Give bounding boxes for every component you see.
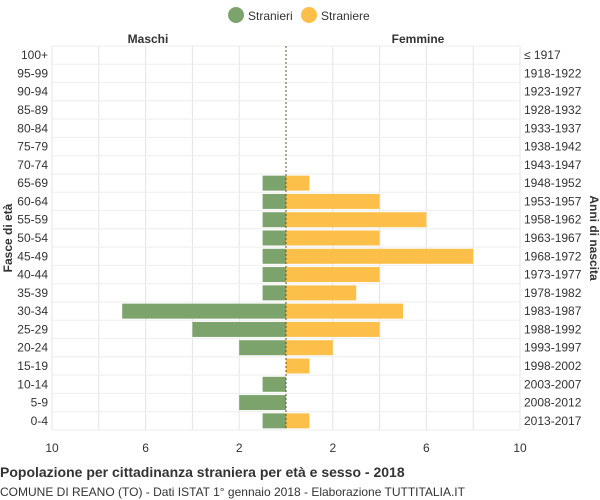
chart-subtitle: COMUNE DI REANO (TO) - Dati ISTAT 1° gen… [0, 485, 465, 499]
bar-stranieri-50-54 [262, 230, 286, 246]
age-group-label: 0-4 [31, 414, 49, 428]
bar-straniere-40-44 [286, 267, 380, 283]
bar-stranieri-10-14 [262, 376, 286, 392]
bar-straniere-55-59 [286, 212, 427, 228]
age-group-label: 80-84 [17, 121, 48, 135]
bar-straniere-25-29 [286, 321, 380, 337]
y-axis-title-left: Fasce di età [1, 203, 15, 272]
birth-year-label: 1993-1997 [524, 341, 582, 355]
legend-straniere-label: Straniere [321, 9, 370, 23]
birth-year-label: 1983-1987 [524, 304, 582, 318]
birth-year-label: 1953-1957 [524, 194, 582, 208]
bar-stranieri-65-69 [262, 175, 286, 191]
birth-year-label: 1943-1947 [524, 158, 582, 172]
bar-stranieri-5-9 [239, 395, 286, 411]
birth-year-label: 1933-1937 [524, 121, 582, 135]
age-group-label: 10-14 [17, 377, 48, 391]
age-group-label: 70-74 [17, 158, 48, 172]
bar-stranieri-40-44 [262, 267, 286, 283]
birth-year-label: 1918-1922 [524, 66, 582, 80]
bar-stranieri-25-29 [192, 321, 286, 337]
age-group-label: 45-49 [17, 249, 48, 263]
bar-stranieri-35-39 [262, 285, 286, 301]
age-group-label: 85-89 [17, 103, 48, 117]
age-group-label: 50-54 [17, 231, 48, 245]
legend-stranieri-label: Stranieri [248, 9, 293, 23]
legend-stranieri-marker [228, 7, 244, 23]
x-tick-label: 2 [236, 441, 243, 455]
age-group-label: 55-59 [17, 213, 48, 227]
bar-straniere-45-49 [286, 248, 474, 264]
birth-year-label: 1938-1942 [524, 140, 582, 154]
birth-year-label: 1968-1972 [524, 249, 582, 263]
bar-straniere-65-69 [286, 175, 310, 191]
age-group-label: 40-44 [17, 268, 48, 282]
birth-year-label: 1948-1952 [524, 176, 582, 190]
age-group-label: 35-39 [17, 286, 48, 300]
birth-year-label: 1923-1927 [524, 85, 582, 99]
age-group-label: 60-64 [17, 194, 48, 208]
bar-stranieri-20-24 [239, 340, 286, 356]
birth-year-label: 1963-1967 [524, 231, 582, 245]
birth-year-label: 1978-1982 [524, 286, 582, 300]
birth-year-label: 1998-2002 [524, 359, 582, 373]
bar-straniere-20-24 [286, 340, 333, 356]
age-group-label: 90-94 [17, 85, 48, 99]
x-tick-label: 6 [423, 441, 430, 455]
age-group-label: 95-99 [17, 66, 48, 80]
x-tick-label: 6 [142, 441, 149, 455]
population-pyramid-chart: 100+ ≤ 1917 95-99 1918-1922 90-94 1923-1927 85… [1, 7, 600, 455]
age-group-label: 5-9 [31, 396, 49, 410]
bar-stranieri-0-4 [262, 413, 286, 429]
bar-straniere-50-54 [286, 230, 380, 246]
age-group-label: 30-34 [17, 304, 48, 318]
bar-stranieri-60-64 [262, 193, 286, 209]
birth-year-label: ≤ 1917 [524, 48, 561, 62]
age-group-label: 25-29 [17, 322, 48, 336]
birth-year-label: 1973-1977 [524, 268, 582, 282]
bar-stranieri-45-49 [262, 248, 286, 264]
age-group-label: 15-19 [17, 359, 48, 373]
bar-straniere-15-19 [286, 358, 310, 374]
age-group-label: 100+ [21, 48, 48, 62]
bar-stranieri-30-34 [122, 303, 286, 319]
age-group-label: 20-24 [17, 341, 48, 355]
bar-straniere-60-64 [286, 193, 380, 209]
birth-year-label: 2003-2007 [524, 377, 582, 391]
age-group-label: 65-69 [17, 176, 48, 190]
birth-year-label: 1988-1992 [524, 322, 582, 336]
age-group-label: 75-79 [17, 140, 48, 154]
x-tick-label: 10 [513, 441, 527, 455]
bar-stranieri-55-59 [262, 212, 286, 228]
birth-year-label: 2013-2017 [524, 414, 582, 428]
chart-title: Popolazione per cittadinanza straniera p… [0, 464, 405, 480]
birth-year-label: 1958-1962 [524, 213, 582, 227]
x-tick-label: 2 [329, 441, 336, 455]
birth-year-label: 2008-2012 [524, 396, 582, 410]
bar-straniere-35-39 [286, 285, 357, 301]
y-axis-title-right: Anni di nascita [587, 195, 600, 281]
x-tick-label: 10 [45, 441, 59, 455]
bar-straniere-0-4 [286, 413, 310, 429]
bar-straniere-30-34 [286, 303, 403, 319]
side-label-femmine: Femmine [392, 32, 445, 46]
side-label-maschi: Maschi [128, 32, 169, 46]
legend-straniere-marker [301, 7, 317, 23]
birth-year-label: 1928-1932 [524, 103, 582, 117]
